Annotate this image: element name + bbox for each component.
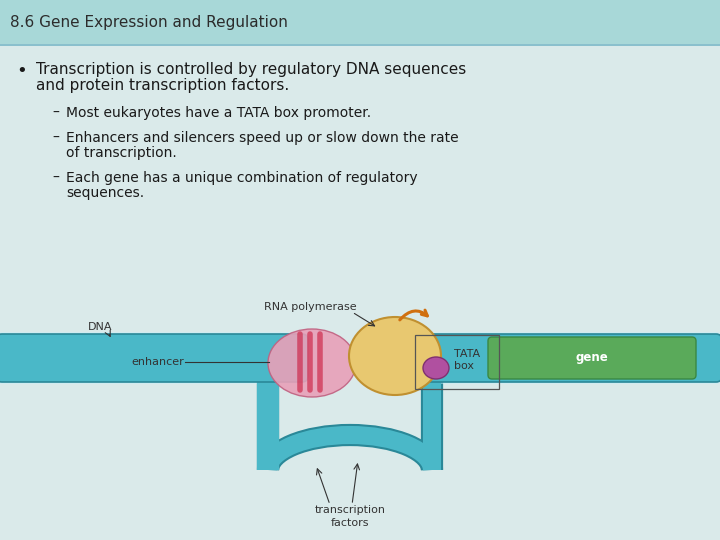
Text: DNA: DNA [88,322,112,332]
FancyBboxPatch shape [0,334,308,382]
Text: Enhancers and silencers speed up or slow down the rate: Enhancers and silencers speed up or slow… [66,131,459,145]
Text: Transcription is controlled by regulatory DNA sequences: Transcription is controlled by regulator… [36,62,467,77]
Text: sequences.: sequences. [66,186,144,200]
Text: –: – [52,106,59,120]
Ellipse shape [268,329,356,397]
Text: gene: gene [575,352,608,365]
Ellipse shape [423,357,449,379]
Text: – promoter: – promoter [502,357,563,367]
FancyBboxPatch shape [0,332,308,384]
Text: –: – [52,131,59,145]
Text: box: box [454,361,474,371]
FancyBboxPatch shape [0,0,720,44]
Text: •: • [17,62,27,80]
Text: Each gene has a unique combination of regulatory: Each gene has a unique combination of re… [66,171,418,185]
Text: Most eukaryotes have a TATA box promoter.: Most eukaryotes have a TATA box promoter… [66,106,371,120]
Text: –: – [52,171,59,185]
Text: enhancer: enhancer [131,357,184,367]
FancyBboxPatch shape [488,337,696,379]
Text: RNA polymerase: RNA polymerase [264,302,356,312]
Ellipse shape [349,317,441,395]
Text: factors: factors [330,518,369,528]
Text: and protein transcription factors.: and protein transcription factors. [36,78,289,93]
FancyBboxPatch shape [412,332,720,384]
Text: transcription: transcription [315,505,385,515]
Text: 8.6 Gene Expression and Regulation: 8.6 Gene Expression and Regulation [10,15,288,30]
FancyBboxPatch shape [412,334,720,382]
Text: of transcription.: of transcription. [66,146,176,160]
Text: TATA: TATA [454,349,480,359]
